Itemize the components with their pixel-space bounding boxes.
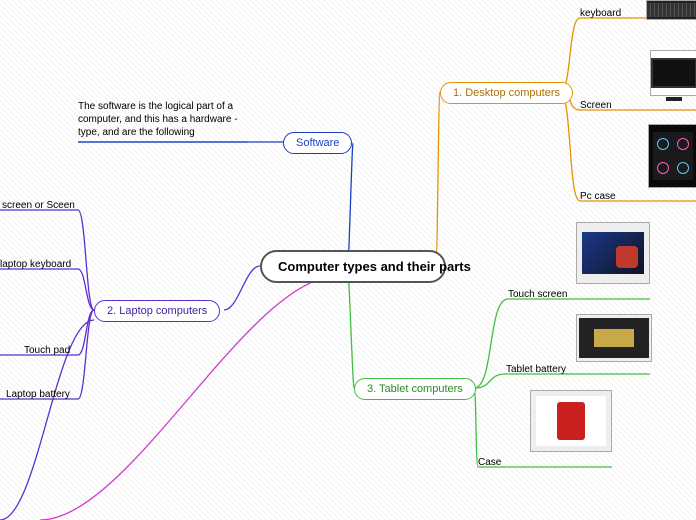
img-pc-case [648,124,696,188]
leaf-screen[interactable]: Screen [580,100,612,113]
leaf-laptop-battery[interactable]: Laptop battery [6,389,70,402]
leaf-touch-pad[interactable]: Touch pad [24,345,70,358]
branch-software[interactable]: Software [283,132,352,154]
leaf-keyboard[interactable]: keyboard [580,8,621,21]
img-screen [650,50,696,96]
leaf-touch-screen[interactable]: Touch screen [508,289,567,302]
branch-tablet[interactable]: 3. Tablet computers [354,378,476,400]
leaf-laptop-keyboard[interactable]: laptop keyboard [0,259,71,272]
software-note: The software is the logical part of a co… [78,100,248,139]
img-tablet-battery [576,314,652,362]
root-node[interactable]: Computer types and their parts [260,250,446,283]
leaf-laptop-screen[interactable]: screen or Sceen [2,200,75,213]
leaf-pc-case[interactable]: Pc case [580,191,616,204]
leaf-tablet-battery[interactable]: Tablet battery [506,364,566,377]
img-keyboard [646,0,696,20]
img-tablet-case [530,390,612,452]
leaf-tablet-case[interactable]: Case [478,457,501,470]
img-touch-screen [576,222,650,284]
branch-laptop[interactable]: 2. Laptop computers [94,300,220,322]
branch-desktop[interactable]: 1. Desktop computers [440,82,573,104]
